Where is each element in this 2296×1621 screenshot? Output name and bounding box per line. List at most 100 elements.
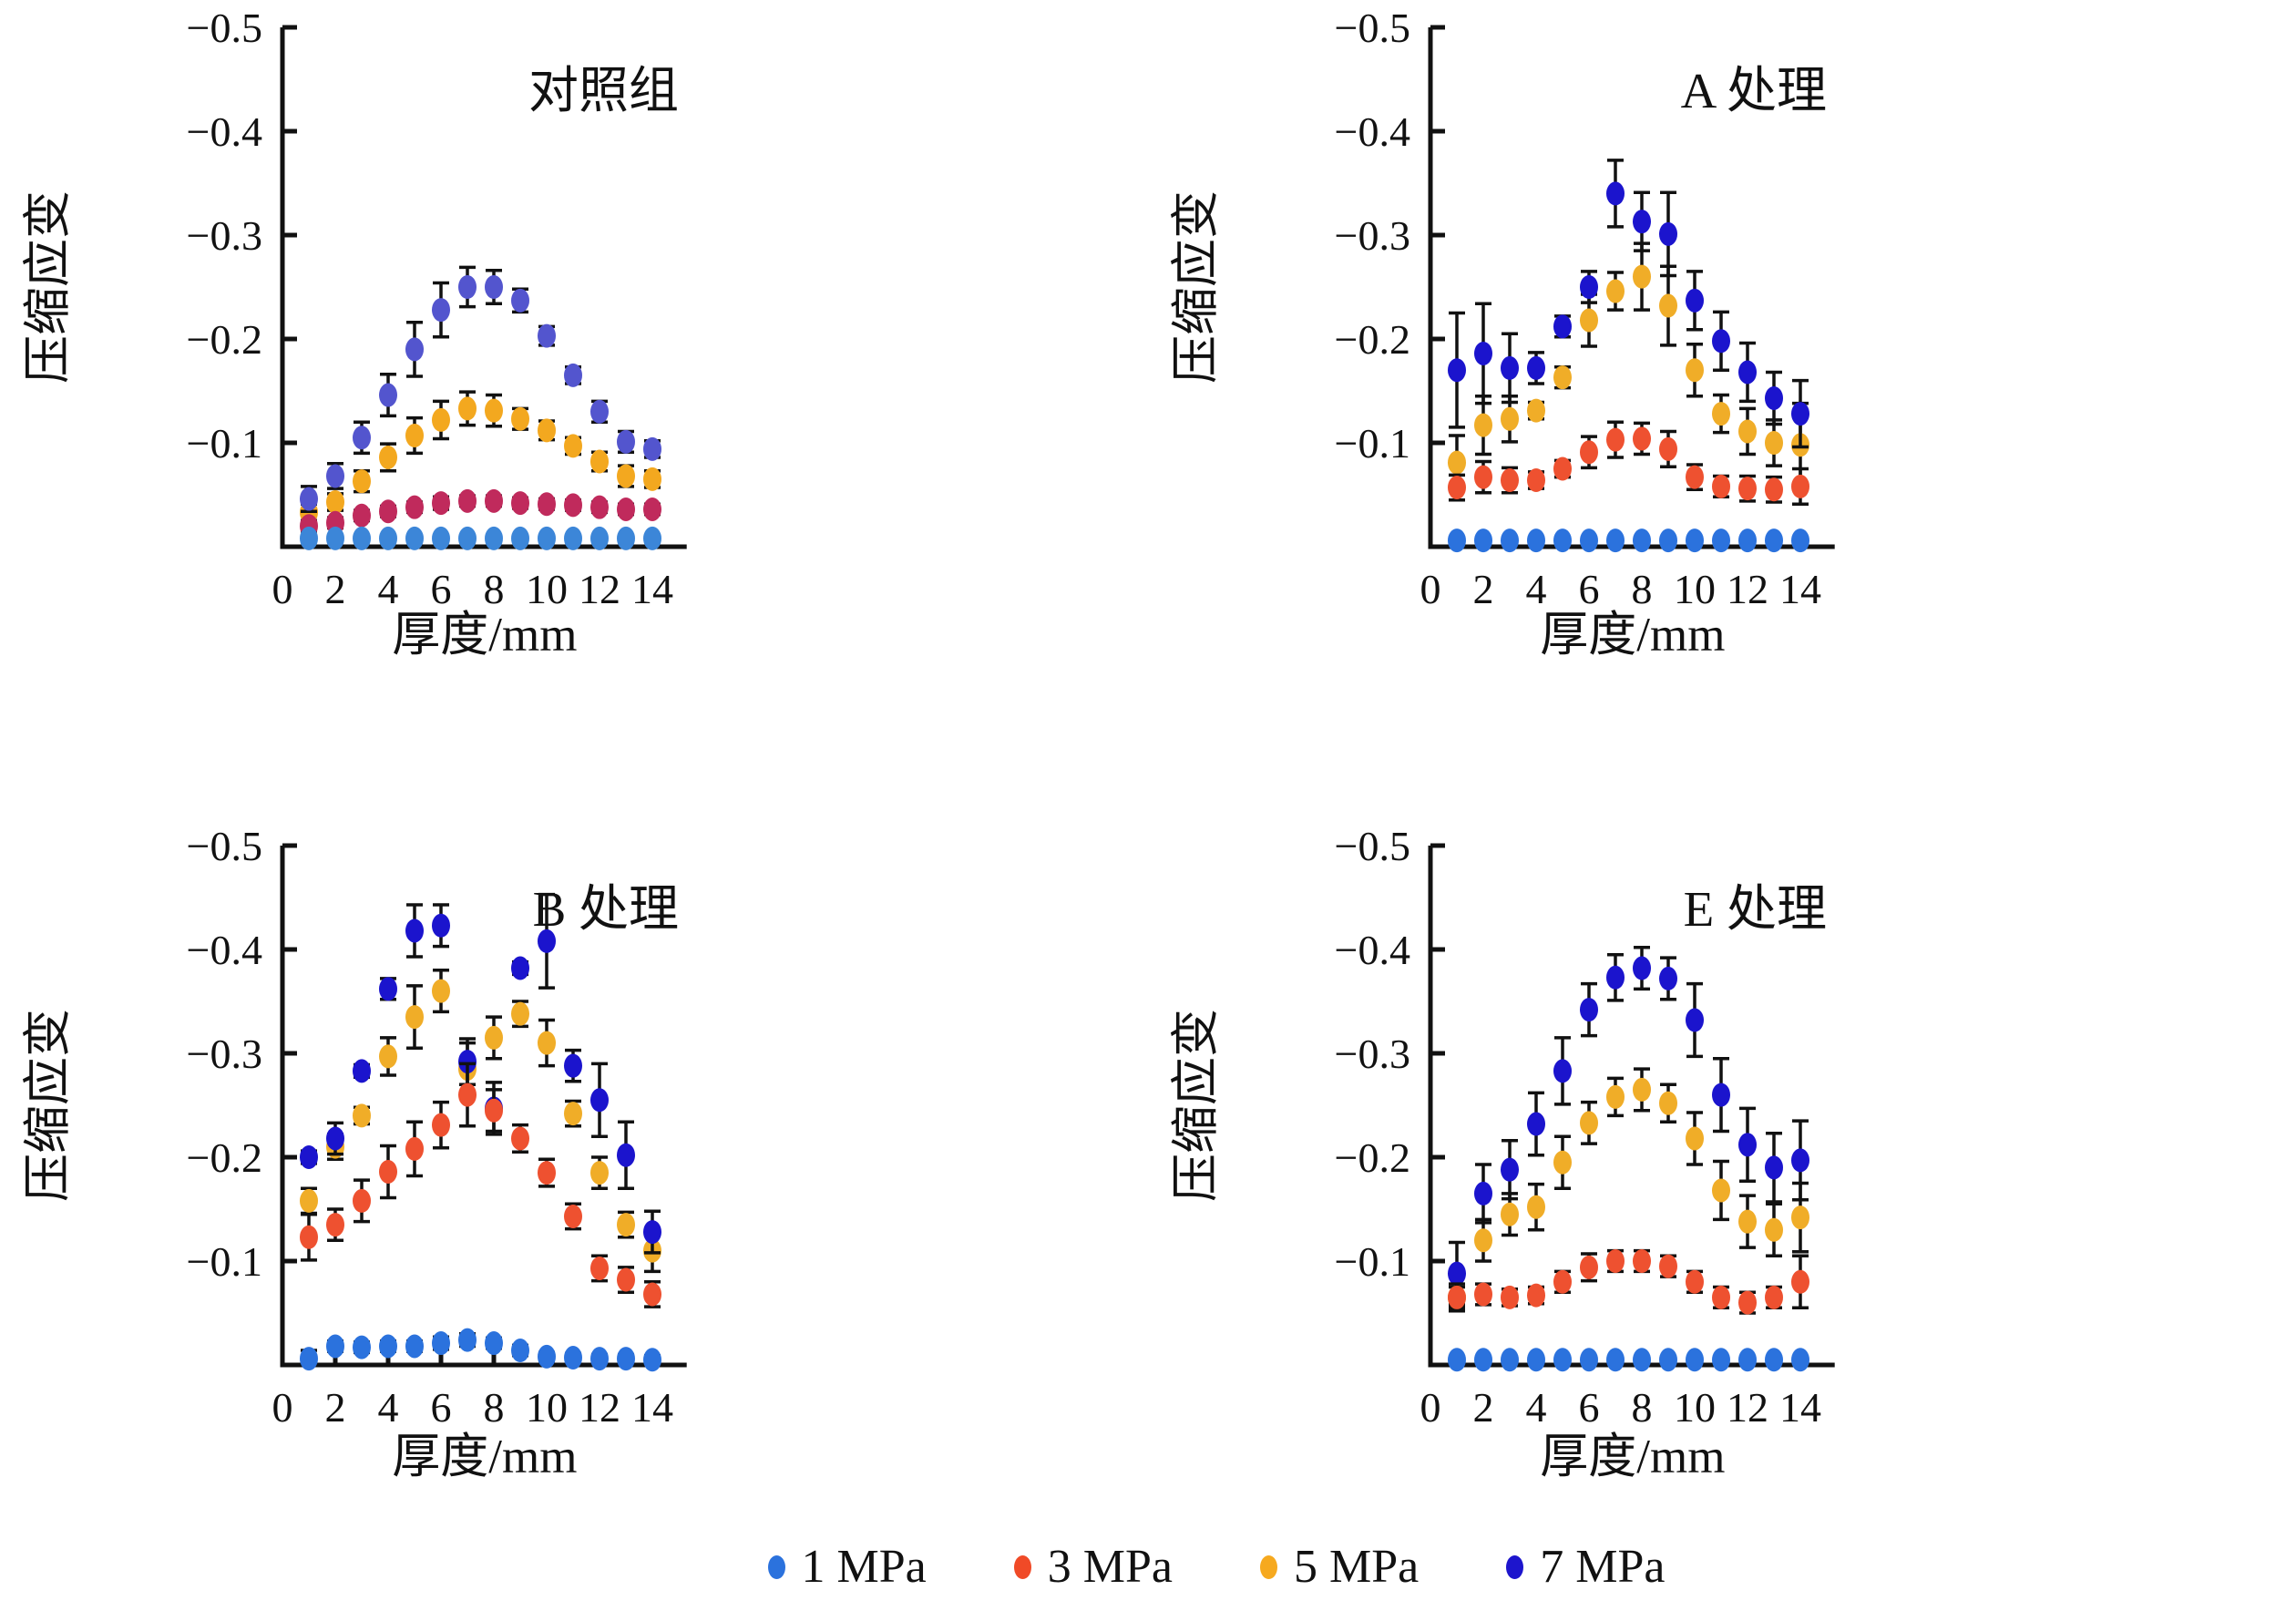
data-point [1474, 1282, 1492, 1307]
data-point [1553, 528, 1572, 553]
legend: 1 MPa 3 MPa 5 MPa 7 MPa [0, 1513, 2296, 1621]
data-point [1686, 1269, 1704, 1294]
data-point [485, 1331, 503, 1356]
data-point [617, 1347, 635, 1371]
data-point [1553, 1269, 1572, 1294]
panel-b-treatment-chart: −0.1 −0.2 −0.3 −0.4 −0.5 0 2 4 6 8 10 12 14 B 处理厚度/mm… [22, 823, 687, 1483]
data-point [1712, 1178, 1730, 1203]
data-point [1765, 385, 1783, 410]
data-point [617, 1213, 635, 1237]
data-point [1527, 355, 1545, 380]
data-point [511, 406, 529, 431]
data-point [300, 1347, 318, 1371]
data-point [1686, 1348, 1704, 1372]
data-point [1791, 1148, 1809, 1173]
legend-label-5mpa: 5 MPa [1294, 1540, 1420, 1593]
data-point [1448, 476, 1466, 500]
data-point [1527, 1283, 1545, 1308]
data-point [300, 526, 318, 550]
data-point [379, 1334, 397, 1359]
data-point [458, 1328, 477, 1352]
x-axis-label: 厚度/mm [392, 1431, 577, 1483]
data-point [1448, 358, 1466, 383]
panel-title: B 处理 [533, 881, 679, 937]
y-tick-label: −0.4 [187, 927, 262, 973]
data-point [643, 436, 661, 461]
data-point [1791, 474, 1809, 498]
data-point [1659, 293, 1677, 318]
data-point [1606, 181, 1625, 206]
data-point [1765, 1155, 1783, 1180]
data-point [511, 526, 529, 550]
data-point [1501, 355, 1519, 380]
data-point [538, 526, 556, 550]
data-point [1765, 477, 1783, 502]
data-point [379, 499, 397, 524]
data-point [1553, 314, 1572, 339]
data-point [1501, 528, 1519, 553]
x-tick-label: 0 [1420, 1384, 1441, 1431]
data-point [1765, 528, 1783, 553]
data-point [1712, 329, 1730, 354]
data-point [1527, 1195, 1545, 1219]
legend-marker-1mpa-icon [767, 1554, 785, 1579]
data-point [1606, 427, 1625, 452]
data-point [485, 275, 503, 299]
legend-marker-7mpa-icon [1506, 1554, 1524, 1579]
data-point [1633, 956, 1651, 980]
data-point [1791, 1269, 1809, 1294]
x-tick-label: 12 [1727, 566, 1768, 612]
data-point [1553, 1348, 1572, 1372]
legend-label-3mpa: 3 MPa [1047, 1540, 1173, 1593]
x-tick-label: 12 [579, 566, 620, 612]
data-point [1448, 1261, 1466, 1286]
y-axis-label: 压缩应变 [22, 1009, 75, 1202]
data-point [485, 398, 503, 423]
data-point [538, 1344, 556, 1369]
x-axis-label: 厚度/mm [392, 609, 577, 662]
data-point [1712, 402, 1730, 426]
x-tick-label: 2 [325, 1384, 346, 1431]
panel-a-treatment-chart: −0.1 −0.2 −0.3 −0.4 −0.5 0 2 4 6 8 10 12 14 A 处理厚度/mm… [1170, 5, 1835, 662]
data-point [1606, 1249, 1625, 1273]
y-tick-label: −0.3 [187, 212, 262, 259]
data-point [538, 323, 556, 348]
y-tick-label: −0.1 [1335, 420, 1410, 467]
y-tick-label: −0.4 [1335, 927, 1410, 973]
data-point [1738, 1209, 1757, 1234]
y-tick-label: −0.5 [187, 823, 262, 869]
data-point [326, 1126, 344, 1151]
data-point [458, 396, 477, 421]
data-point [1633, 1249, 1651, 1273]
x-tick-label: 2 [1473, 1384, 1494, 1431]
y-tick-label: −0.5 [1335, 823, 1410, 869]
y-tick-label: −0.1 [187, 1238, 262, 1285]
data-point [1606, 279, 1625, 303]
data-point [405, 337, 424, 362]
legend-item-5mpa: 5 MPa [1260, 1540, 1420, 1593]
data-point [1448, 1285, 1466, 1309]
data-point [1501, 468, 1519, 493]
x-tick-label: 8 [484, 1384, 505, 1431]
data-point [1738, 1133, 1757, 1157]
y-tick-label: −0.3 [187, 1031, 262, 1077]
legend-marker-5mpa-icon [1260, 1554, 1277, 1579]
data-point [326, 526, 344, 550]
data-point [1501, 1157, 1519, 1182]
data-point [379, 977, 397, 1001]
data-point [1659, 436, 1677, 461]
data-point [1738, 419, 1757, 444]
data-point [1501, 1285, 1519, 1309]
data-point [1686, 465, 1704, 489]
data-point [1686, 528, 1704, 553]
data-point [1659, 221, 1677, 246]
panel-a-treatment: −0.1 −0.2 −0.3 −0.4 −0.5 0 2 4 6 8 10 12 14 A 处理 厚度/mm… [1148, 0, 2296, 756]
data-point [326, 1334, 344, 1359]
legend-item-3mpa: 3 MPa [1013, 1540, 1173, 1593]
data-point [643, 526, 661, 550]
data-point [432, 298, 450, 323]
data-point [432, 407, 450, 432]
panel-title: 对照组 [528, 63, 679, 118]
data-point [1527, 528, 1545, 553]
